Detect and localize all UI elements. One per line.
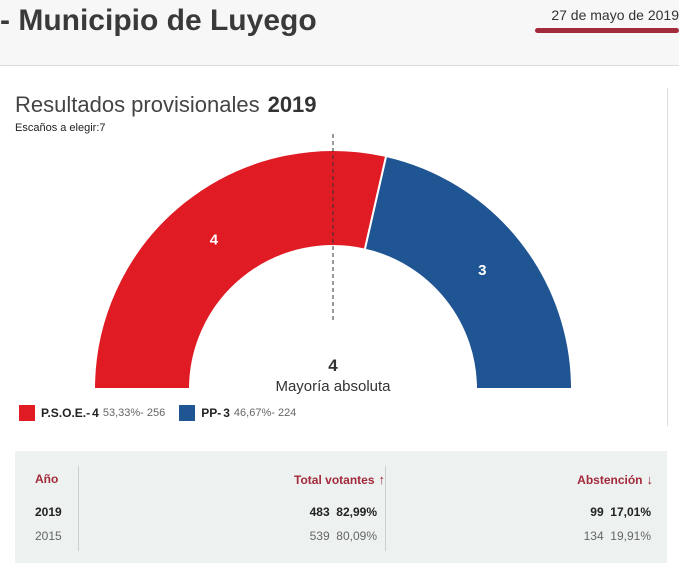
panel-divider xyxy=(667,88,668,426)
results-year: 2019 xyxy=(267,92,317,117)
legend-psoe-seats: 4 xyxy=(92,406,99,420)
pp-color-swatch xyxy=(179,405,196,421)
sort-down-icon[interactable]: ↓ xyxy=(646,472,654,487)
column-divider xyxy=(385,466,386,551)
table-row-voters: 483 82,99% xyxy=(309,505,377,519)
table-row-abstention: 99 17,01% xyxy=(590,505,651,519)
table-row-year: 2015 xyxy=(35,529,62,543)
hemicycle-chart: 4 3 4 Mayoría absoluta xyxy=(92,134,574,395)
results-label: Resultados provisionales xyxy=(15,92,260,117)
psoe-seat-count: 4 xyxy=(210,232,219,249)
table-row-voters: 539 80,09% xyxy=(309,529,377,543)
column-divider xyxy=(78,466,79,551)
pp-seat-count: 3 xyxy=(478,262,486,279)
legend-psoe-name: P.S.O.E.- xyxy=(41,406,91,420)
seats-to-elect: Escaños a elegir:7 xyxy=(15,122,106,134)
legend-pp-name: PP- xyxy=(201,406,222,420)
table-row-abstention: 134 19,91% xyxy=(583,529,651,543)
header-total-voters[interactable]: Total votantes ↑ xyxy=(294,472,385,487)
sort-up-icon[interactable]: ↑ xyxy=(378,472,386,487)
results-heading: Resultados provisionales 2019 xyxy=(15,92,317,118)
chart-legend: P.S.O.E.- 4 53,33%- 256 PP- 3 46,67%- 22… xyxy=(19,405,296,421)
legend-pp-seats: 3 xyxy=(223,406,230,420)
header-abstention[interactable]: Abstención ↓ xyxy=(577,472,653,487)
header-bar: - Municipio de Luyego 27 de mayo de 2019 xyxy=(0,0,679,66)
legend-psoe-detail: 53,33%- 256 xyxy=(102,407,166,419)
psoe-color-swatch xyxy=(19,405,35,421)
majority-label: Mayoría absoluta xyxy=(275,378,391,395)
psoe-seat-segment[interactable] xyxy=(92,149,388,390)
turnout-table: Año Total votantes ↑ Abstención ↓ 2019 483… xyxy=(15,451,667,563)
election-date: 27 de mayo de 2019 xyxy=(551,7,679,23)
majority-value: 4 xyxy=(328,356,338,375)
table-row-year: 2019 xyxy=(35,505,62,519)
pp-seat-segment[interactable] xyxy=(363,154,574,390)
legend-pp-detail: 46,67%- 224 xyxy=(233,407,297,419)
header-year: Año xyxy=(35,472,59,486)
date-underline xyxy=(535,28,679,33)
page-title: - Municipio de Luyego xyxy=(0,4,317,37)
